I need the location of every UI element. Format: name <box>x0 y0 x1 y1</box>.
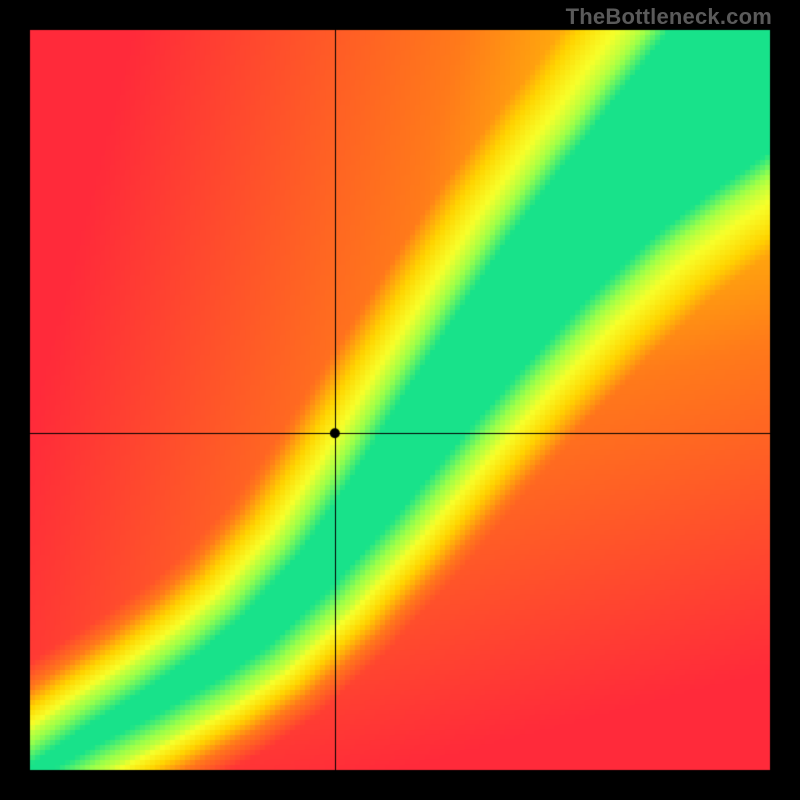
heatmap-canvas <box>0 0 800 800</box>
watermark-text: TheBottleneck.com <box>566 4 772 30</box>
chart-container: TheBottleneck.com <box>0 0 800 800</box>
